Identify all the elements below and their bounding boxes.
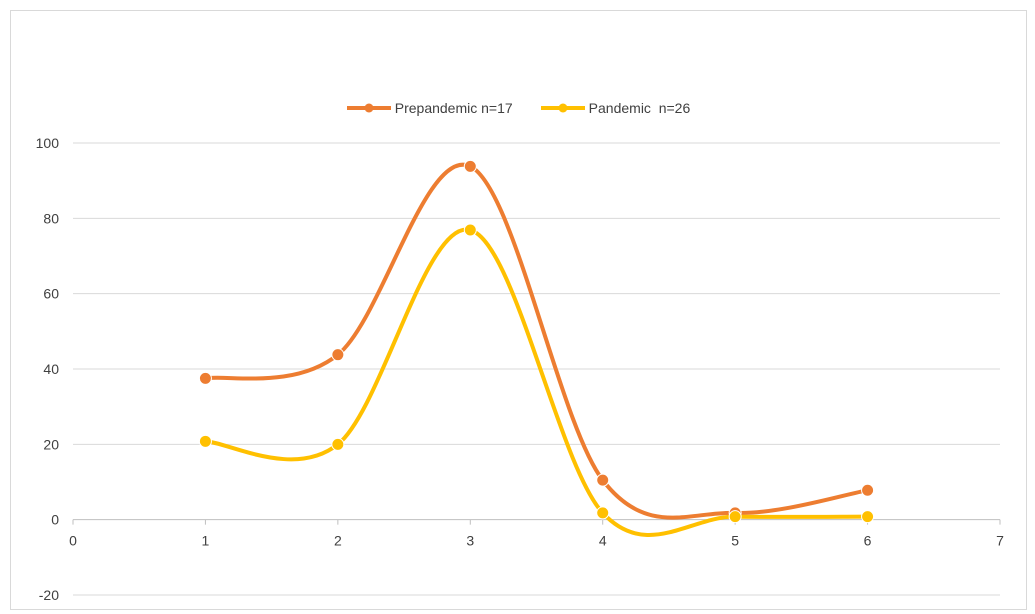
legend-swatch-pandemic xyxy=(540,103,585,113)
y-tick-label: 60 xyxy=(43,286,59,302)
x-tick-label: 1 xyxy=(202,533,210,549)
y-tick-label: -20 xyxy=(39,587,59,603)
x-tick-label: 2 xyxy=(334,533,342,549)
y-tick-label: 40 xyxy=(43,361,59,377)
y-tick-label: 80 xyxy=(43,210,59,226)
data-point-prepandemic xyxy=(596,473,610,487)
x-tick-label: 5 xyxy=(731,533,739,549)
legend-swatch-prepandemic xyxy=(346,103,391,113)
y-tick-label: 20 xyxy=(43,436,59,452)
legend: Prepandemic n=17 Pandemic n=26 xyxy=(11,100,1026,116)
y-tick-label: 100 xyxy=(36,135,60,151)
x-tick-label: 7 xyxy=(996,533,1004,549)
data-point-prepandemic xyxy=(861,483,875,497)
data-point-pandemic xyxy=(463,223,477,237)
data-point-prepandemic xyxy=(331,348,345,362)
legend-item-pandemic: Pandemic n=26 xyxy=(540,100,691,116)
plot-area: 100 80 60 40 20 0 -20 0 1 2 3 4 5 6 7 xyxy=(36,135,1004,603)
legend-item-prepandemic: Prepandemic n=17 xyxy=(346,100,513,116)
data-point-prepandemic xyxy=(198,371,212,385)
data-point-pandemic xyxy=(728,510,742,524)
gridlines xyxy=(73,142,1000,596)
chart-frame: Prepandemic n=17 Pandemic n=26 100 80 60 40… xyxy=(10,10,1027,610)
data-point-prepandemic xyxy=(463,159,477,173)
legend-label-prepandemic: Prepandemic n=17 xyxy=(394,100,513,116)
x-tick-label: 6 xyxy=(864,533,872,549)
series xyxy=(198,159,875,537)
axes: 100 80 60 40 20 0 -20 0 1 2 3 4 5 6 7 xyxy=(36,135,1004,603)
x-tick-label: 3 xyxy=(466,533,474,549)
x-tick-label: 4 xyxy=(599,533,607,549)
x-tick-label: 0 xyxy=(69,533,77,549)
series-line-pandemic xyxy=(203,227,870,537)
data-point-pandemic xyxy=(596,506,610,520)
data-point-pandemic xyxy=(861,510,875,524)
legend-label-pandemic: Pandemic n=26 xyxy=(588,100,691,116)
series-line-prepandemic xyxy=(203,162,870,520)
data-point-pandemic xyxy=(331,437,345,451)
data-point-pandemic xyxy=(198,434,212,448)
y-tick-label: 0 xyxy=(51,512,59,528)
